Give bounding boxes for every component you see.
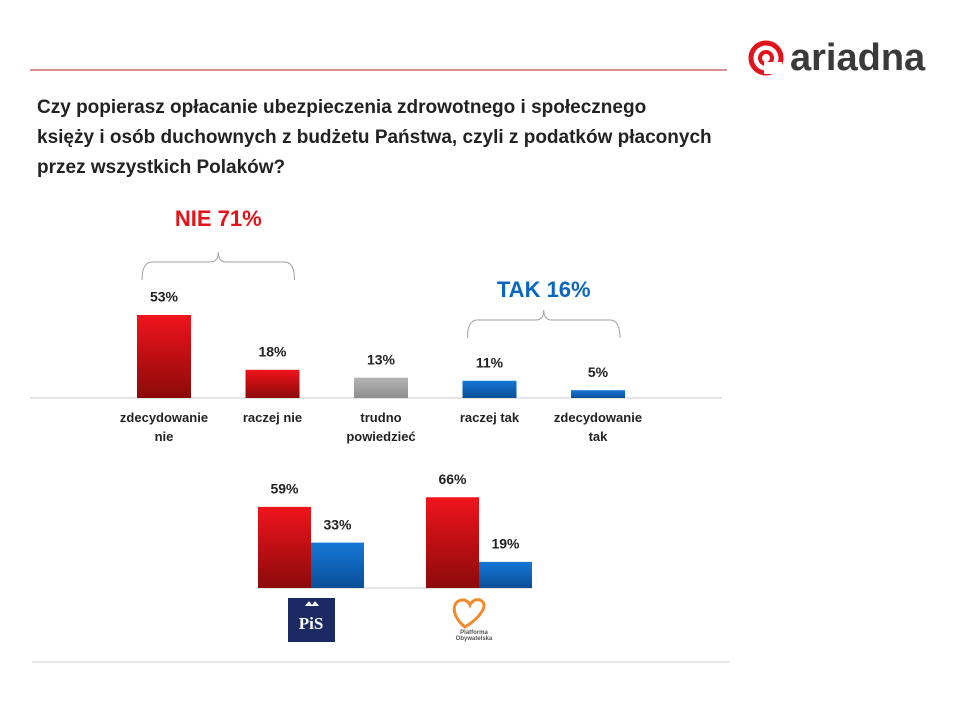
category-label: raczej nie [242,410,303,425]
bar [354,377,408,398]
category-label: raczej tak [459,410,520,425]
bar [571,390,625,398]
value-label: 19% [491,536,520,552]
bar [258,506,311,588]
bar [426,497,479,588]
annotation: NIE 71% [175,206,262,231]
bracket [467,309,621,339]
bar [479,561,532,588]
value-label: 59% [270,481,299,497]
bar [462,380,517,398]
category-label: trudno powiedzieć [346,410,416,444]
value-label: 5% [588,364,609,380]
brand: ariadna [790,37,926,79]
annotation: TAK 16% [497,277,591,302]
bracket [141,251,295,281]
value-label: 33% [323,516,352,532]
title-line: przez wszystkich Polaków? [37,157,285,178]
bar [311,542,364,588]
bar [137,315,191,398]
value-label: 11% [476,354,504,370]
value-label: 13% [367,351,396,367]
po-logo [452,598,486,629]
category-label: Platforma Obywatelska [455,630,493,642]
logo-icon [748,40,784,76]
category-label: zdecydowanie nie [119,410,209,444]
category-label: zdecydowanie tak [553,410,643,444]
category-label: PiS [299,614,324,633]
value-label: 18% [258,344,287,360]
title-line: księży i osób duchownych z budżetu Państ… [37,127,712,148]
title-line: Czy popierasz opłacanie ubezpieczenia zd… [37,97,646,118]
pis-logo [288,598,335,642]
value-label: 53% [150,289,179,305]
bar [245,369,300,398]
value-label: 66% [438,471,467,487]
